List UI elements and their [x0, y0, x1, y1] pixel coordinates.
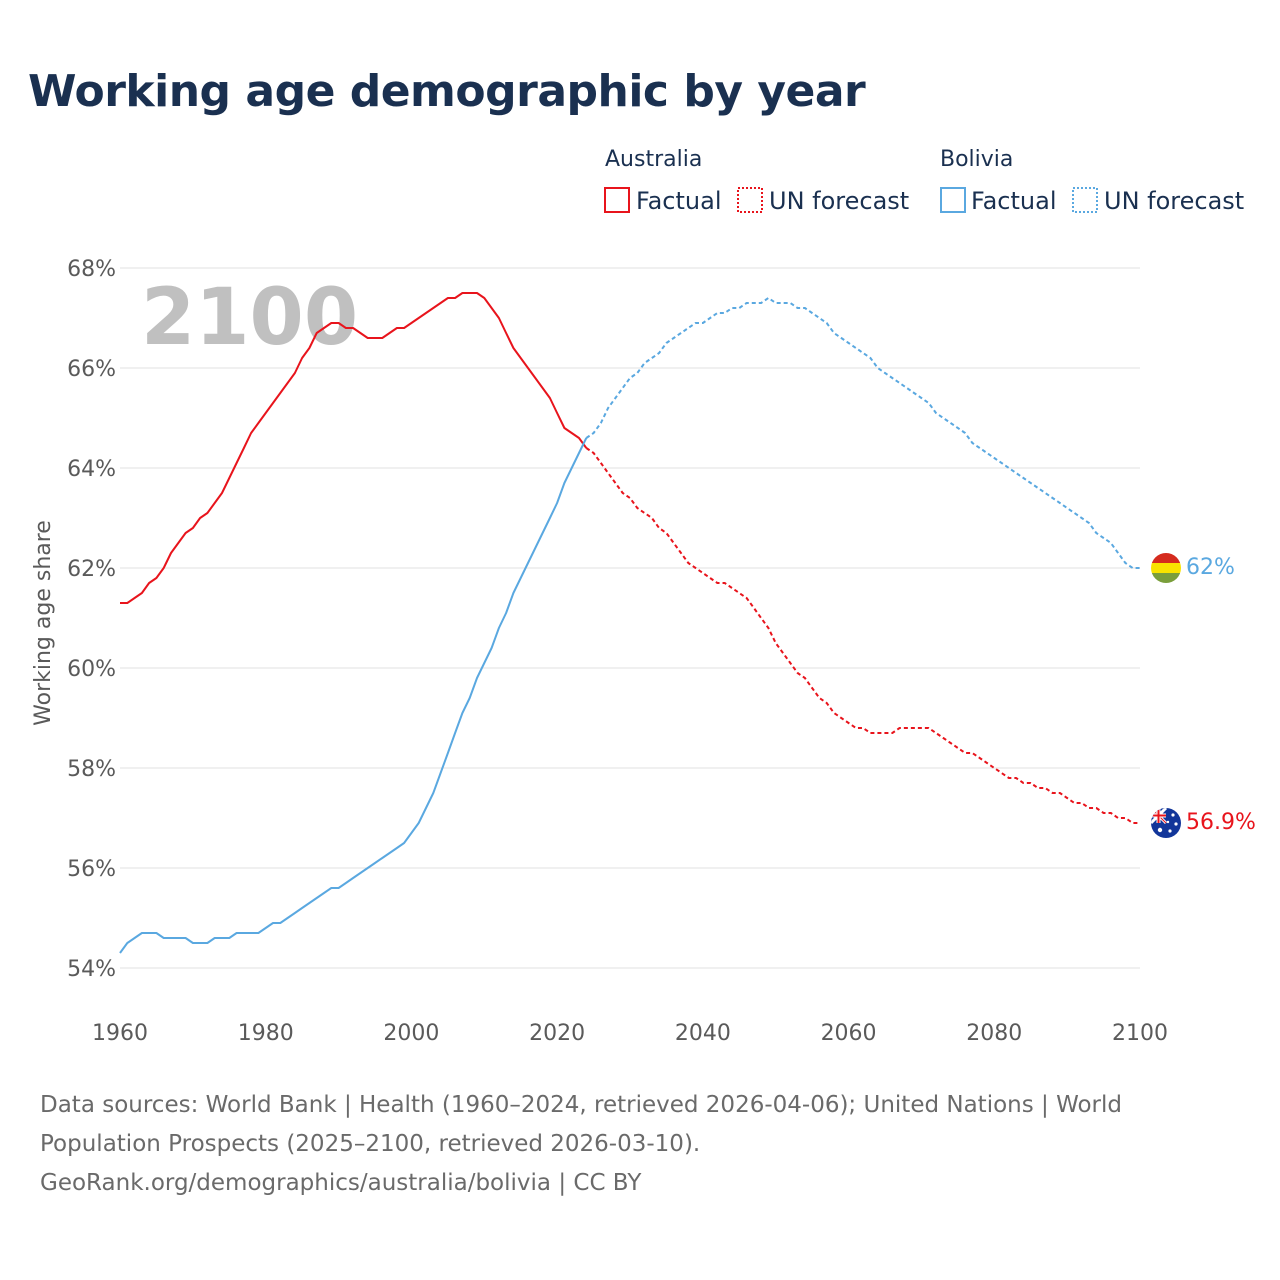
bolivia-forecast-line	[585, 297, 1140, 569]
x-tick-label-2100: 2100	[1112, 1021, 1168, 1046]
footer-link[interactable]: GeoRank.org/demographics/australia/boliv…	[40, 1170, 642, 1196]
x-axis-ticks: 1960 1980 2000 2020 2040 2060 2080 2100	[92, 1021, 1168, 1046]
australia-factual-line	[120, 292, 588, 604]
y-tick-label-58: 58%	[67, 757, 116, 782]
y-tick-label-66: 66%	[67, 357, 116, 382]
footer: Data sources: World Bank | Health (1960–…	[40, 1086, 1240, 1203]
bolivia-flag-icon	[1151, 553, 1181, 583]
legend-swatch-australia-forecast	[737, 187, 763, 213]
legend-swatch-bolivia-factual	[940, 187, 966, 213]
bolivia-factual-line	[119, 437, 588, 954]
x-tick-label-2040: 2040	[675, 1021, 731, 1046]
end-label-bolivia: 62%	[1186, 555, 1235, 580]
y-tick-label-54: 54%	[67, 957, 116, 982]
y-axis-ticks: 54% 56% 58% 60% 62% 64% 66% 68%	[67, 257, 116, 982]
chart-title: Working age demographic by year	[28, 66, 866, 117]
footer-sources-line1: Data sources: World Bank | Health (1960–…	[40, 1092, 1122, 1118]
x-tick-label-1960: 1960	[92, 1021, 148, 1046]
legend-group-bolivia: Bolivia	[940, 147, 1013, 172]
series-lines	[119, 292, 1140, 954]
australia-flag-icon	[1151, 808, 1181, 838]
y-tick-label-60: 60%	[67, 657, 116, 682]
footer-sources-line2: Population Prospects (2025–2100, retriev…	[40, 1131, 701, 1157]
x-tick-label-2000: 2000	[383, 1021, 439, 1046]
y-tick-label-68: 68%	[67, 257, 116, 282]
y-tick-label-64: 64%	[67, 457, 116, 482]
x-tick-label-2080: 2080	[966, 1021, 1022, 1046]
chart-svg: Australia Factual UN forecast Bolivia Fa…	[31, 147, 1256, 1046]
current-year-label: 2100	[141, 273, 358, 363]
legend-label-australia-forecast: UN forecast	[769, 187, 909, 215]
legend-swatch-bolivia-forecast	[1072, 187, 1098, 213]
australia-forecast-line	[585, 447, 1140, 824]
end-label-australia: 56.9%	[1186, 810, 1256, 835]
legend: Australia Factual UN forecast Bolivia Fa…	[604, 147, 1244, 215]
legend-swatch-australia-factual	[604, 187, 630, 213]
legend-label-bolivia-forecast: UN forecast	[1104, 187, 1244, 215]
legend-label-australia-factual: Factual	[636, 187, 722, 215]
x-tick-label-1980: 1980	[238, 1021, 294, 1046]
y-tick-label-56: 56%	[67, 857, 116, 882]
legend-label-bolivia-factual: Factual	[971, 187, 1057, 215]
x-tick-label-2060: 2060	[821, 1021, 877, 1046]
y-tick-label-62: 62%	[67, 557, 116, 582]
x-tick-label-2020: 2020	[529, 1021, 585, 1046]
gridlines	[120, 267, 1140, 969]
y-axis-title: Working age share	[31, 520, 56, 726]
legend-group-australia: Australia	[605, 147, 702, 172]
